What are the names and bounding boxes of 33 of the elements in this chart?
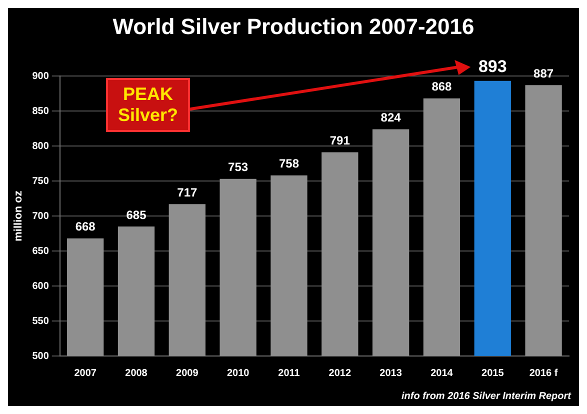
x-tick-label: 2009 <box>176 368 199 379</box>
data-label: 753 <box>228 160 248 174</box>
data-label: 717 <box>177 185 198 200</box>
x-tick-label: 2014 <box>430 368 454 379</box>
data-label: 824 <box>380 110 402 125</box>
y-tick-label: 700 <box>32 210 50 222</box>
y-tick-label: 500 <box>32 350 50 362</box>
x-tick-label: 2007 <box>74 368 97 379</box>
y-tick-label: 800 <box>32 140 50 152</box>
data-label: 868 <box>432 80 452 94</box>
y-tick-label: 850 <box>32 106 50 117</box>
data-label: 887 <box>534 66 554 80</box>
y-tick-label: 650 <box>32 246 50 257</box>
data-label: 791 <box>330 134 350 148</box>
data-label: 893 <box>478 57 507 76</box>
x-tick-label: 2013 <box>380 368 402 379</box>
data-label: 685 <box>126 208 147 222</box>
y-tick-label: 900 <box>32 70 50 82</box>
data-label: 668 <box>75 220 96 234</box>
y-tick-label: 550 <box>32 316 50 327</box>
y-axis-title: million oz <box>12 190 25 242</box>
text: info from 2016 Silver Interim Report <box>402 391 571 402</box>
y-tick-label: 750 <box>32 176 50 187</box>
x-tick-label: 2011 <box>278 368 300 379</box>
x-tick-label: 2016 f <box>529 368 558 379</box>
x-tick-label: 2012 <box>328 368 352 379</box>
chart-title: World Silver Production 2007-2016 <box>112 14 476 40</box>
y-tick-label: 600 <box>32 280 50 292</box>
x-tick-label: 2010 <box>226 368 250 379</box>
data-label: 758 <box>278 156 300 171</box>
annotation: PEAK Silver? <box>106 78 190 132</box>
x-tick-label: 2008 <box>125 368 148 379</box>
x-tick-label: 2015 <box>482 368 504 379</box>
